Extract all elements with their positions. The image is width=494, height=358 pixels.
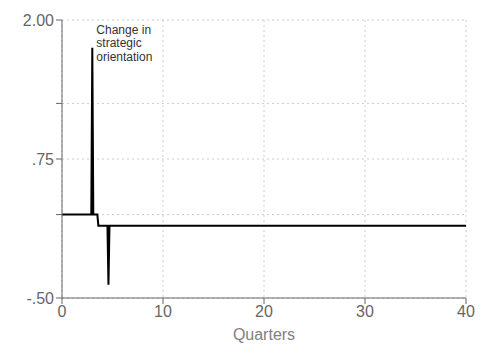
- svg-text:-.50: -.50: [26, 290, 54, 307]
- svg-text:0: 0: [58, 303, 67, 320]
- svg-text:Change instrategicorientation: Change instrategicorientation: [96, 22, 152, 64]
- svg-text:40: 40: [457, 303, 475, 320]
- svg-text:Quarters: Quarters: [233, 326, 295, 343]
- svg-text:10: 10: [154, 303, 172, 320]
- svg-text:2.00: 2.00: [23, 12, 54, 29]
- svg-text:30: 30: [356, 303, 374, 320]
- svg-text:.75: .75: [32, 151, 54, 168]
- svg-text:20: 20: [255, 303, 273, 320]
